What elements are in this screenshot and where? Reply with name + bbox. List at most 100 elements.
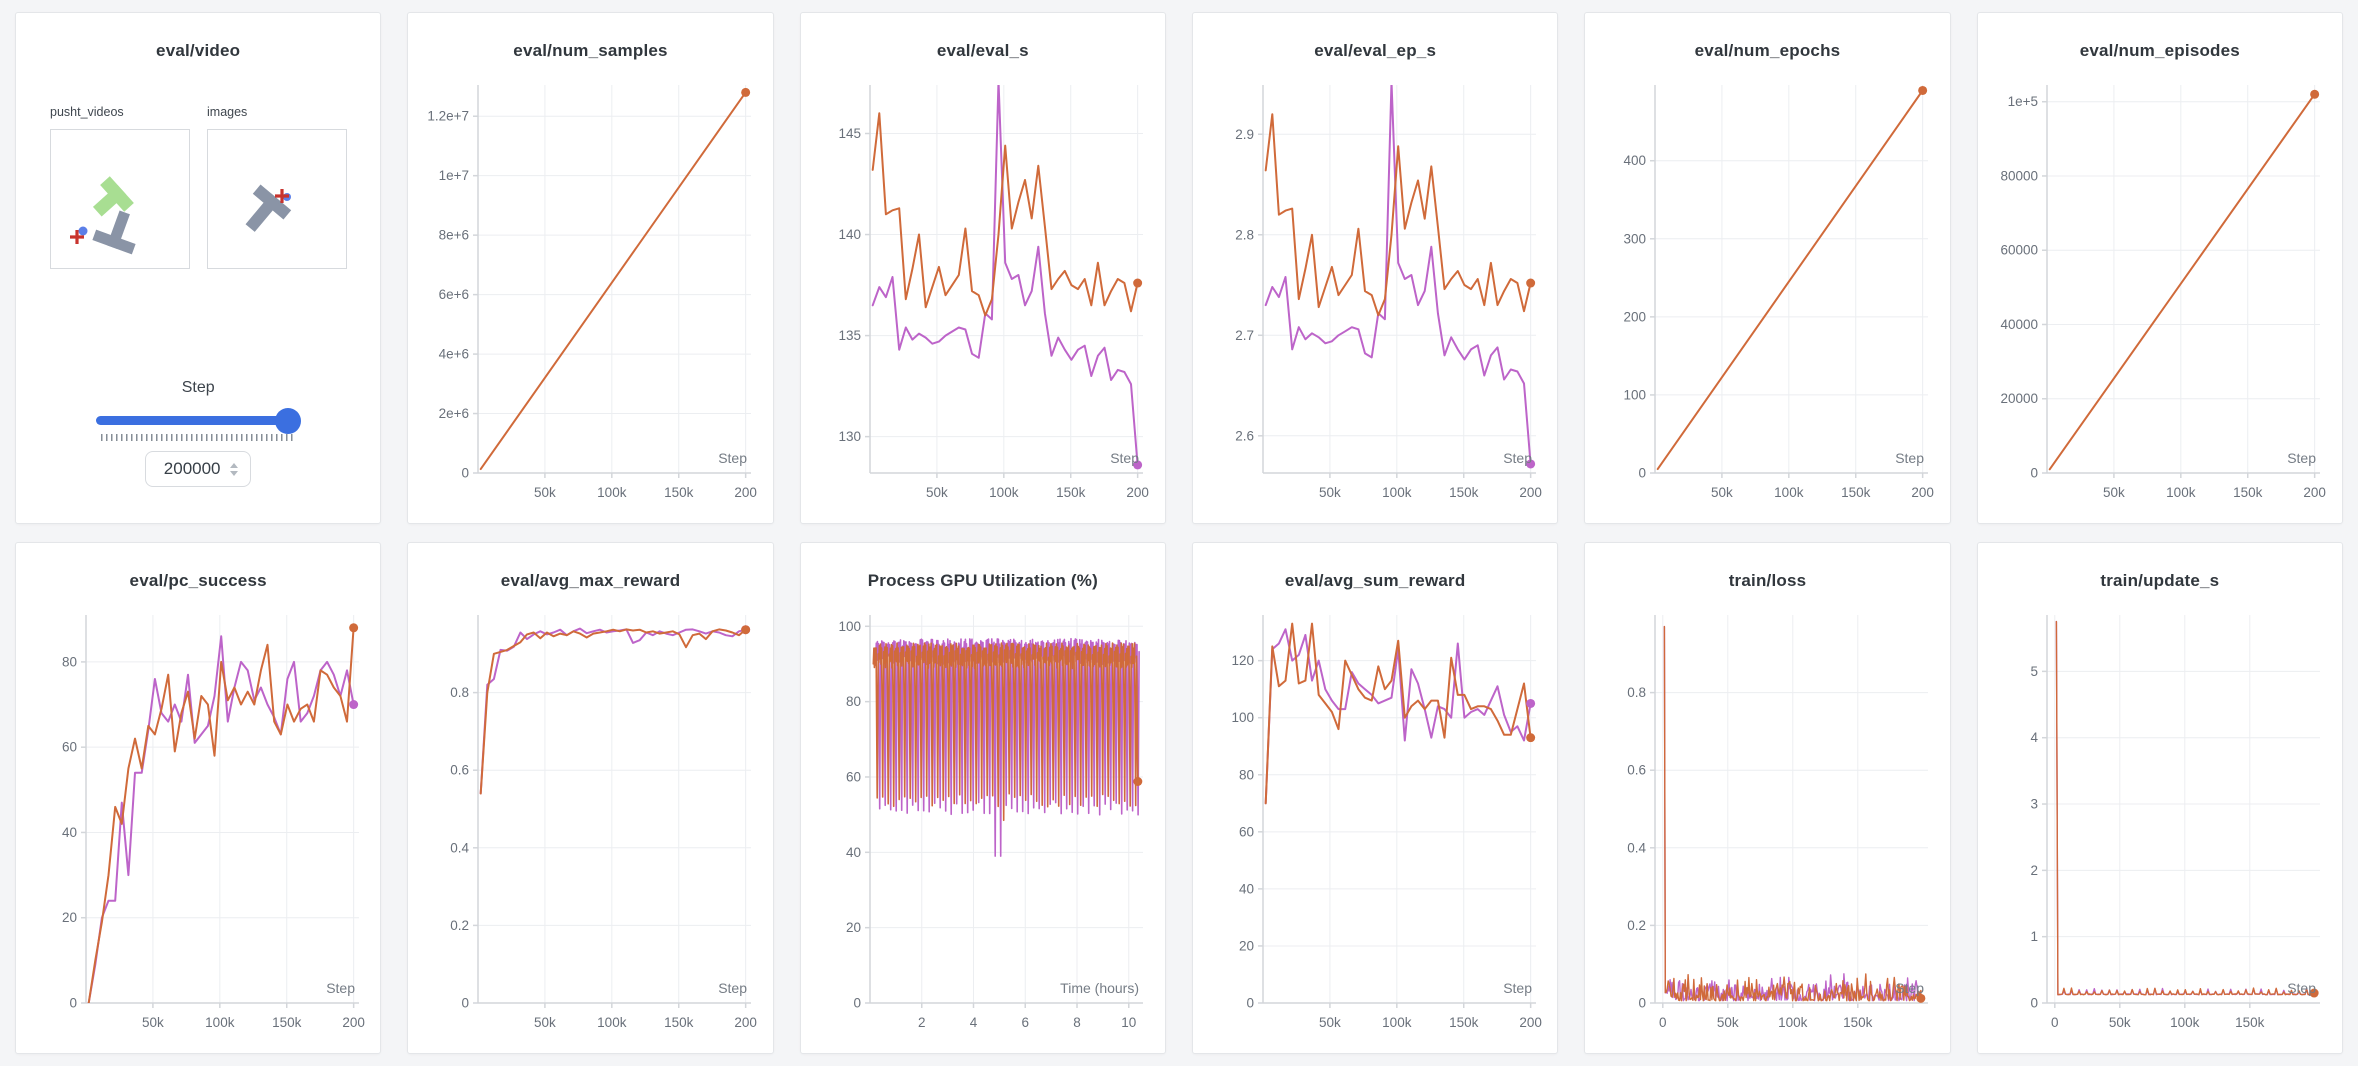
svg-text:0.4: 0.4	[450, 840, 469, 855]
images-thumbnail[interactable]	[207, 129, 347, 269]
goal-cross-icon	[70, 230, 84, 244]
svg-text:2e+6: 2e+6	[439, 406, 469, 421]
svg-text:100k: 100k	[2167, 485, 2197, 500]
svg-text:0.2: 0.2	[1627, 918, 1646, 933]
spinner-up-icon[interactable]	[230, 462, 239, 468]
svg-text:1: 1	[2031, 929, 2039, 944]
chart-plot-area[interactable]: 0 1 2 3 4 5 0 50k 100k 150k Step	[1978, 603, 2342, 1049]
panel-eval-num-episodes[interactable]: eval/num_episodes 0 20000 40000 60000 80000 1…	[1976, 12, 2343, 524]
svg-text:60000: 60000	[2001, 243, 2039, 258]
chart-plot-area[interactable]: 0 0.2 0.4 0.6 0.8 0 50k 100k 150k Step	[1585, 603, 1949, 1049]
svg-text:200: 200	[1519, 485, 1542, 500]
svg-text:0.6: 0.6	[1627, 763, 1646, 778]
svg-text:40000: 40000	[2001, 317, 2039, 332]
step-slider-handle[interactable]	[275, 408, 301, 434]
panel-process-gpu-utilization[interactable]: Process GPU Utilization (%) 0 20 40 60 80 100…	[799, 542, 1166, 1054]
panel-eval-num-epochs[interactable]: eval/num_epochs 0 100 200 300 400 50k 100k 150k…	[1584, 12, 1951, 524]
step-input-box	[145, 451, 252, 487]
step-value-input[interactable]	[158, 458, 227, 480]
svg-text:50k: 50k	[2103, 485, 2125, 500]
svg-text:400: 400	[1623, 153, 1646, 168]
chart-title: eval/num_epochs	[1694, 41, 1841, 60]
svg-text:Step: Step	[1111, 450, 1140, 466]
chart-plot-area[interactable]: 0 2e+6 4e+6 6e+6 8e+6 1e+7 1.2e+7 50k 100k 150k 20…	[408, 73, 772, 519]
panel-eval-pc-success[interactable]: eval/pc_success 0 20 40 60 80 50k 100k 150k 200 S…	[15, 542, 382, 1054]
panel-eval-num-samples[interactable]: eval/num_samples 0 2e+6 4e+6 6e+6 8e+6 1e+7 1.…	[407, 12, 774, 524]
step-slider-label: Step	[181, 379, 215, 396]
svg-text:2.6: 2.6	[1235, 428, 1254, 443]
svg-text:8e+6: 8e+6	[439, 228, 469, 243]
chart-title: eval/pc_success	[129, 571, 267, 590]
panel-eval-video[interactable]: eval/video pusht_videos images	[15, 12, 382, 524]
chart-plot-area[interactable]: 0 20000 40000 60000 80000 1e+5 50k 100k 150k 200 S…	[1978, 73, 2342, 519]
step-spinner[interactable]	[230, 462, 239, 476]
svg-text:0: 0	[1659, 1015, 1667, 1030]
chart-title: eval/num_episodes	[2079, 41, 2240, 60]
svg-text:Step: Step	[326, 980, 355, 996]
svg-text:Step: Step	[718, 450, 747, 466]
svg-text:150k: 150k	[1056, 485, 1086, 500]
panel-eval-eval-ep-s[interactable]: eval/eval_ep_s 2.6 2.7 2.8 2.9 50k 100k 150k 20…	[1192, 12, 1559, 524]
svg-text:0.4: 0.4	[1627, 840, 1646, 855]
chart-plot-area[interactable]: 2.6 2.7 2.8 2.9 50k 100k 150k 200 Step	[1193, 73, 1557, 519]
svg-text:Step: Step	[2288, 450, 2317, 466]
svg-text:0.2: 0.2	[450, 918, 469, 933]
step-slider[interactable]	[96, 416, 300, 425]
svg-text:4: 4	[970, 1015, 978, 1030]
svg-text:0: 0	[2051, 1015, 2059, 1030]
svg-text:80: 80	[846, 694, 861, 709]
svg-text:145: 145	[839, 126, 862, 141]
svg-text:2.8: 2.8	[1235, 227, 1254, 242]
svg-text:120: 120	[1231, 653, 1254, 668]
svg-text:200: 200	[1623, 309, 1646, 324]
chart-plot-area[interactable]: 0 100 200 300 400 50k 100k 150k 200 Step	[1585, 73, 1949, 519]
svg-text:Time (hours): Time (hours)	[1061, 980, 1140, 996]
chart-title: eval/avg_sum_reward	[1284, 571, 1466, 590]
svg-text:Step: Step	[2288, 980, 2317, 996]
pusht-videos-thumbnail[interactable]	[50, 129, 190, 269]
svg-text:0: 0	[1638, 466, 1646, 481]
panel-train-loss[interactable]: train/loss 0 0.2 0.4 0.6 0.8 0 50k 100k 150k Step	[1584, 542, 1951, 1054]
chart-plot-area[interactable]: 0 20 40 60 80 100 120 50k 100k 150k 200 Step	[1193, 603, 1557, 1049]
svg-text:100: 100	[839, 619, 862, 634]
svg-text:1.2e+7: 1.2e+7	[427, 109, 469, 124]
svg-text:150k: 150k	[664, 1015, 694, 1030]
svg-text:150k: 150k	[272, 1015, 302, 1030]
svg-text:0: 0	[1638, 996, 1646, 1011]
svg-text:40: 40	[1239, 881, 1254, 896]
svg-text:50k: 50k	[1319, 485, 1341, 500]
svg-text:Step: Step	[1895, 980, 1924, 996]
svg-text:80: 80	[1239, 767, 1254, 782]
svg-text:200: 200	[734, 1015, 757, 1030]
svg-text:150k: 150k	[2233, 485, 2263, 500]
chart-plot-area[interactable]: 130 135 140 145 50k 100k 150k 200 Step	[801, 73, 1165, 519]
chart-plot-area[interactable]: 0 20 40 60 80 100 2 4 6 8 10 Time (hours)	[801, 603, 1165, 1049]
svg-text:3: 3	[2031, 797, 2039, 812]
svg-text:150k: 150k	[1449, 1015, 1479, 1030]
svg-text:1e+5: 1e+5	[2008, 94, 2038, 109]
panel-eval-eval-s[interactable]: eval/eval_s 130 135 140 145 50k 100k 150k 200 St…	[799, 12, 1166, 524]
svg-text:50k: 50k	[1711, 485, 1733, 500]
svg-text:80: 80	[62, 654, 77, 669]
svg-text:200: 200	[1911, 485, 1934, 500]
chart-plot-area[interactable]: 0 0.2 0.4 0.6 0.8 50k 100k 150k 200 Step	[408, 603, 772, 1049]
svg-text:Step: Step	[1895, 450, 1924, 466]
panel-title: eval/video	[156, 41, 241, 60]
chart-title: eval/avg_max_reward	[500, 571, 681, 590]
svg-text:0: 0	[69, 996, 77, 1011]
svg-text:135: 135	[839, 328, 862, 343]
svg-text:100k: 100k	[990, 485, 1020, 500]
svg-text:2.7: 2.7	[1235, 328, 1254, 343]
chart-title: eval/num_samples	[513, 41, 668, 60]
svg-text:100k: 100k	[2170, 1015, 2200, 1030]
chart-plot-area[interactable]: 0 20 40 60 80 50k 100k 150k 200 Step	[16, 603, 380, 1049]
chart-title: eval/eval_ep_s	[1314, 41, 1437, 60]
svg-text:150k: 150k	[664, 485, 694, 500]
svg-text:Step: Step	[1503, 450, 1532, 466]
panel-eval-avg-sum-reward[interactable]: eval/avg_sum_reward 0 20 40 60 80 100 120 50k 10…	[1192, 542, 1559, 1054]
panel-eval-avg-max-reward[interactable]: eval/avg_max_reward 0 0.2 0.4 0.6 0.8 50k 100k…	[407, 542, 774, 1054]
panel-train-update-s[interactable]: train/update_s 0 1 2 3 4 5 0 50k 100k 150k Step	[1976, 542, 2343, 1054]
media-label-pusht-videos: pusht_videos	[50, 105, 124, 119]
spinner-down-icon[interactable]	[230, 470, 239, 476]
